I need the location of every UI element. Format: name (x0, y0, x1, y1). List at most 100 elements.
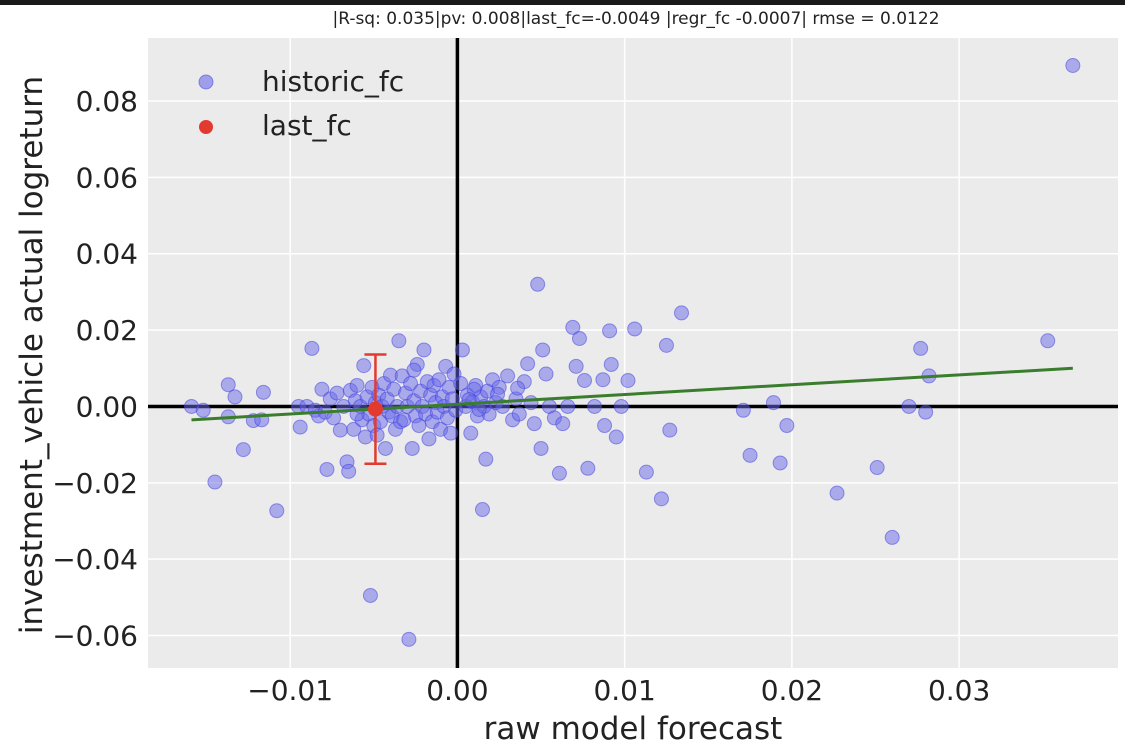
historic-point (304, 340, 320, 356)
historic-point (597, 418, 613, 434)
historic-point (577, 372, 592, 388)
historic-point (913, 340, 929, 356)
historic-point (627, 321, 643, 337)
historic-point (511, 406, 527, 422)
historic-point (404, 440, 420, 456)
historic-point (530, 276, 546, 292)
historic-point (918, 404, 934, 420)
x-axis-label: raw model forecast (484, 711, 783, 747)
y-tick-label: 0.04 (76, 238, 138, 271)
historic-point (421, 431, 437, 447)
historic-point (510, 380, 526, 396)
historic-point (735, 402, 751, 418)
legend: historic_fc last_fc (198, 65, 404, 142)
historic-point (638, 464, 654, 480)
y-tick-labels: 0.08 0.06 0.04 0.02 0.00 −0.02 −0.04 −0.06 (52, 85, 138, 653)
historic-point (1040, 333, 1056, 349)
historic-point (478, 451, 494, 467)
x-tick-label: 0.02 (761, 674, 823, 707)
historic-point (538, 366, 554, 382)
historic-point (551, 465, 567, 481)
historic-point (474, 502, 490, 518)
historic-point (587, 398, 603, 414)
x-tick-label: 0.01 (593, 674, 655, 707)
legend-marker-historic-fc (198, 74, 214, 90)
historic-point (235, 442, 251, 458)
historic-point (500, 368, 516, 384)
historic-point (555, 416, 571, 432)
regression-line-group (191, 366, 1073, 422)
y-tick-label: 0.06 (76, 161, 138, 194)
historic-points (183, 57, 1081, 647)
historic-point (332, 422, 348, 438)
regression-line (191, 366, 1073, 422)
historic-point (454, 342, 470, 358)
historic-point (349, 377, 365, 393)
last-fc-group (364, 353, 387, 465)
historic-point (523, 395, 539, 411)
historic-point (765, 395, 781, 411)
historic-point (416, 342, 432, 358)
historic-point (533, 440, 549, 456)
historic-point (319, 461, 335, 477)
legend-label-last-fc: last_fc (262, 109, 352, 142)
historic-point (292, 419, 308, 435)
historic-point (884, 529, 900, 545)
historic-point (369, 427, 385, 443)
historic-point (829, 485, 845, 501)
x-tick-labels: −0.01 0.00 0.01 0.02 0.03 (247, 674, 990, 707)
historic-point (1065, 57, 1081, 73)
historic-point (431, 372, 447, 388)
historic-point (602, 323, 618, 339)
legend-label-historic-fc: historic_fc (262, 65, 404, 98)
historic-point (490, 386, 506, 402)
historic-point (595, 372, 611, 388)
historic-point (620, 372, 636, 388)
historic-point (406, 362, 422, 378)
y-tick-label: −0.02 (52, 467, 138, 500)
y-axis-label: investment_vehicle actual logreturn (14, 76, 50, 634)
x-tick-label: 0.00 (426, 674, 488, 707)
historic-point (391, 333, 407, 349)
historic-point (560, 398, 576, 414)
historic-point (658, 337, 674, 353)
historic-point (613, 398, 629, 414)
historic-point (580, 460, 596, 476)
historic-point (603, 356, 619, 372)
historic-point (608, 429, 624, 445)
x-tick-label: −0.01 (247, 674, 333, 707)
top-border (0, 0, 1125, 5)
historic-point (779, 418, 795, 434)
historic-point (568, 358, 584, 374)
historic-point (443, 425, 459, 441)
historic-point (255, 384, 271, 400)
y-tick-label: −0.04 (52, 543, 138, 576)
historic-point (742, 447, 758, 463)
historic-point (653, 491, 669, 507)
last-fc-point (367, 401, 383, 417)
y-tick-label: 0.02 (76, 314, 138, 347)
historic-point (269, 503, 285, 519)
historic-point (314, 381, 330, 397)
legend-marker-last-fc (199, 120, 213, 134)
historic-point (869, 460, 885, 476)
historic-point (565, 319, 581, 335)
historic-point (674, 305, 689, 321)
historic-point (526, 416, 542, 432)
historic-point (220, 377, 236, 393)
historic-point (362, 587, 378, 603)
historic-point (329, 385, 345, 401)
historic-point (520, 356, 536, 372)
x-tick-label: 0.03 (928, 674, 990, 707)
historic-point (463, 425, 479, 441)
historic-point (901, 398, 917, 414)
chart-title: |R-sq: 0.035|pv: 0.008|last_fc=-0.0049 |… (332, 9, 939, 29)
historic-point (195, 402, 211, 418)
historic-point (377, 440, 393, 456)
historic-point (535, 342, 551, 358)
historic-point (341, 463, 357, 479)
historic-point (346, 421, 362, 437)
historic-point (227, 389, 243, 405)
y-tick-label: −0.06 (52, 620, 138, 653)
